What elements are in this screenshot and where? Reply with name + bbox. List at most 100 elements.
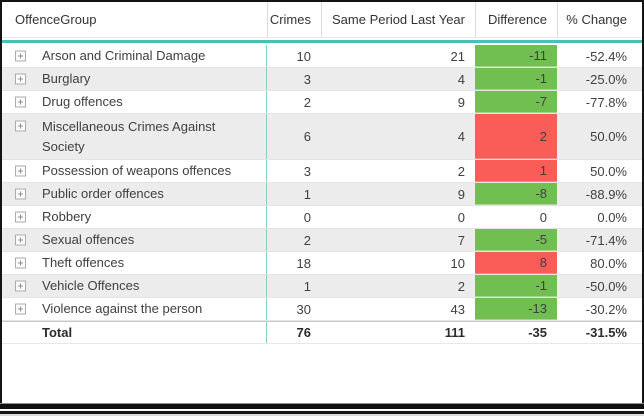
- total-label: Total: [42, 324, 73, 340]
- difference-cell[interactable]: 8: [475, 252, 557, 274]
- crimes-cell[interactable]: 2: [303, 94, 311, 110]
- same-period-cell[interactable]: 7: [457, 232, 465, 248]
- difference-cell[interactable]: -5: [475, 229, 557, 251]
- pct-change-cell[interactable]: -71.4%: [585, 232, 627, 248]
- difference-cell[interactable]: -13: [475, 298, 557, 320]
- same-period-cell[interactable]: 2: [457, 163, 465, 179]
- expand-plus-icon[interactable]: [15, 165, 26, 177]
- same-period-cell[interactable]: 9: [457, 186, 465, 202]
- crimes-cell[interactable]: 30: [296, 301, 311, 317]
- offence-group-cell[interactable]: Vehicle Offences: [2, 275, 267, 297]
- table-row[interactable]: Sexual offences 2 7 -5 -71.4%: [2, 229, 642, 252]
- pct-change-cell[interactable]: -25.0%: [585, 71, 627, 87]
- table-row[interactable]: Robbery 0 0 0 0.0%: [2, 206, 642, 229]
- window-bottom-edge: [0, 403, 644, 416]
- difference-cell[interactable]: -8: [475, 183, 557, 205]
- offence-group-label: Burglary: [42, 71, 91, 86]
- pct-change-cell[interactable]: 0.0%: [597, 209, 627, 225]
- expand-plus-icon[interactable]: [15, 50, 26, 62]
- offence-group-label: Sexual offences: [42, 232, 135, 247]
- same-period-cell[interactable]: 9: [457, 94, 465, 110]
- same-period-cell[interactable]: 4: [457, 71, 465, 87]
- difference-cell[interactable]: -1: [475, 68, 557, 90]
- table-row[interactable]: Vehicle Offences 1 2 -1 -50.0%: [2, 275, 642, 298]
- same-period-cell[interactable]: 43: [450, 301, 465, 317]
- expand-plus-icon[interactable]: [15, 234, 26, 246]
- same-period-cell[interactable]: 10: [450, 255, 465, 271]
- table-row[interactable]: Public order offences 1 9 -8 -88.9%: [2, 183, 642, 206]
- table-row[interactable]: Theft offences 18 10 8 80.0%: [2, 252, 642, 275]
- same-period-cell[interactable]: 4: [457, 129, 465, 144]
- difference-cell[interactable]: -7: [475, 91, 557, 113]
- offence-group-cell[interactable]: Violence against the person: [2, 298, 267, 320]
- column-header-difference[interactable]: Difference: [475, 2, 557, 37]
- offence-group-cell[interactable]: Public order offences: [2, 183, 267, 205]
- table-row[interactable]: Possession of weapons offences 3 2 1 50.…: [2, 160, 642, 183]
- header-gap-2: [2, 43, 642, 45]
- column-header-pct-change[interactable]: % Change: [557, 2, 642, 37]
- crimes-cell[interactable]: 6: [303, 129, 311, 144]
- crimes-cell[interactable]: 0: [303, 209, 311, 225]
- pct-change-cell[interactable]: 50.0%: [590, 163, 627, 179]
- expand-plus-icon[interactable]: [15, 257, 26, 269]
- offence-group-cell[interactable]: Miscellaneous Crimes Against Society: [2, 114, 267, 159]
- offence-group-label: Vehicle Offences: [42, 278, 140, 293]
- pct-change-cell[interactable]: -88.9%: [585, 186, 627, 202]
- same-period-cell[interactable]: 0: [457, 209, 465, 225]
- offence-group-cell[interactable]: Theft offences: [2, 252, 267, 274]
- difference-cell[interactable]: -11: [475, 45, 557, 67]
- expand-plus-icon[interactable]: [15, 96, 26, 108]
- pct-change-cell[interactable]: 80.0%: [590, 255, 627, 271]
- crimes-cell[interactable]: 1: [303, 186, 311, 202]
- pct-change-cell[interactable]: -52.4%: [585, 48, 627, 64]
- offence-group-label: Theft offences: [42, 255, 125, 270]
- difference-cell[interactable]: 1: [475, 160, 557, 182]
- column-header-same-period-last-year[interactable]: Same Period Last Year: [321, 2, 475, 37]
- total-crimes-cell: 76: [296, 325, 311, 340]
- total-pct-change-cell: -31.5%: [585, 325, 627, 340]
- crimes-cell[interactable]: 10: [296, 48, 311, 64]
- pct-change-cell[interactable]: -30.2%: [585, 301, 627, 317]
- offence-group-cell[interactable]: Arson and Criminal Damage: [2, 45, 267, 67]
- offence-group-cell[interactable]: Burglary: [2, 68, 267, 90]
- expand-plus-icon[interactable]: [15, 211, 26, 223]
- offence-group-cell[interactable]: Possession of weapons offences: [2, 160, 267, 182]
- header-gap: [2, 38, 642, 40]
- pct-change-cell[interactable]: -50.0%: [585, 278, 627, 294]
- crimes-cell[interactable]: 2: [303, 232, 311, 248]
- total-same-period-cell: 111: [444, 325, 465, 340]
- table-row[interactable]: Violence against the person 30 43 -13 -3…: [2, 298, 642, 321]
- difference-cell[interactable]: 2: [475, 114, 557, 159]
- expand-plus-icon[interactable]: [15, 120, 26, 132]
- matrix-visual-frame: OffenceGroup Crimes Same Period Last Yea…: [0, 0, 644, 403]
- crimes-cell[interactable]: 3: [303, 163, 311, 179]
- expand-plus-icon[interactable]: [15, 280, 26, 292]
- expand-plus-icon[interactable]: [15, 73, 26, 85]
- offence-group-label: Public order offences: [42, 186, 164, 201]
- crimes-cell[interactable]: 3: [303, 71, 311, 87]
- crimes-cell[interactable]: 18: [296, 255, 311, 271]
- table-row[interactable]: Drug offences 2 9 -7 -77.8%: [2, 91, 642, 114]
- same-period-cell[interactable]: 2: [457, 278, 465, 294]
- expand-plus-icon[interactable]: [15, 188, 26, 200]
- offence-group-cell[interactable]: Sexual offences: [2, 229, 267, 251]
- offence-group-cell[interactable]: Robbery: [2, 206, 267, 228]
- column-header-offencegroup[interactable]: OffenceGroup: [15, 12, 97, 27]
- expand-plus-icon[interactable]: [15, 303, 26, 315]
- column-header-crimes[interactable]: Crimes: [267, 2, 321, 37]
- difference-cell[interactable]: -1: [475, 275, 557, 297]
- total-row: Total 76 111 -35 -31.5%: [2, 321, 642, 344]
- pct-change-cell[interactable]: 50.0%: [590, 129, 627, 144]
- offence-group-label: Miscellaneous Crimes Against Society: [42, 119, 216, 154]
- offence-group-label: Arson and Criminal Damage: [42, 48, 206, 63]
- crimes-cell[interactable]: 1: [303, 278, 311, 294]
- pct-change-cell[interactable]: -77.8%: [585, 94, 627, 110]
- offence-group-label: Robbery: [42, 209, 92, 224]
- table-row[interactable]: Burglary 3 4 -1 -25.0%: [2, 68, 642, 91]
- table-row[interactable]: Arson and Criminal Damage 10 21 -11 -52.…: [2, 45, 642, 68]
- table-header-row: OffenceGroup Crimes Same Period Last Yea…: [2, 2, 642, 38]
- table-row[interactable]: Miscellaneous Crimes Against Society 6 4…: [2, 114, 642, 160]
- difference-cell[interactable]: 0: [539, 209, 547, 225]
- offence-group-cell[interactable]: Drug offences: [2, 91, 267, 113]
- same-period-cell[interactable]: 21: [450, 48, 465, 64]
